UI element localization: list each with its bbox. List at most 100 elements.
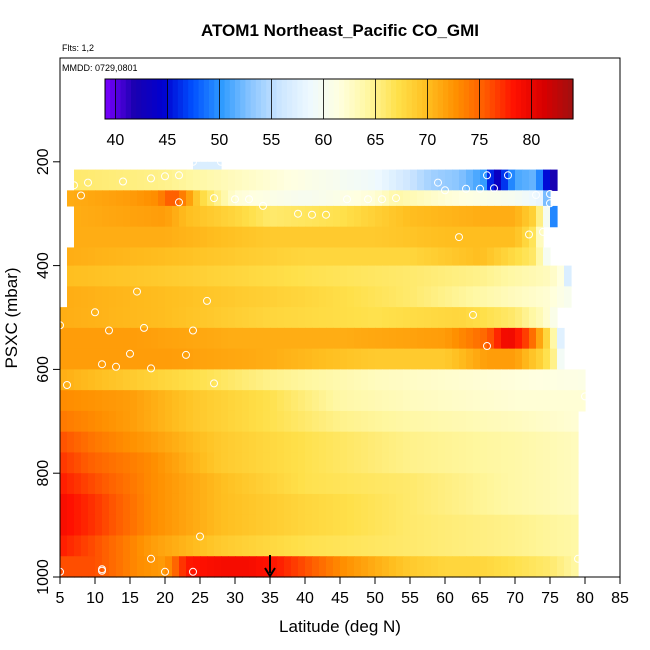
heatmap-cell: [249, 556, 257, 578]
heatmap-cell: [438, 556, 446, 578]
heatmap-cell: [529, 556, 537, 578]
heatmap-cell: [501, 535, 509, 557]
heatmap-cell: [438, 473, 446, 495]
heatmap-cell: [557, 452, 565, 474]
heatmap-cell: [312, 390, 320, 412]
heatmap-cell: [326, 535, 334, 557]
heatmap-cell: [207, 348, 215, 370]
heatmap-cell: [186, 369, 194, 391]
heatmap-cell: [116, 514, 124, 537]
heatmap-cell: [347, 307, 355, 329]
heatmap-cell: [326, 556, 334, 578]
heatmap-cell: [487, 514, 495, 537]
heatmap-cell: [466, 307, 474, 329]
heatmap-cell: [235, 226, 243, 249]
heatmap-cell: [522, 169, 530, 191]
heatmap-cell: [277, 190, 285, 207]
heatmap-cell: [459, 410, 467, 433]
heatmap-cell: [228, 307, 236, 329]
heatmap-cell: [123, 190, 131, 207]
heatmap-cell: [186, 247, 194, 267]
heatmap-cell: [382, 327, 390, 350]
colorbar-tick-label: 55: [263, 132, 281, 149]
heatmap-cell: [207, 226, 215, 249]
heatmap-cell: [102, 327, 110, 350]
heatmap-cell: [438, 265, 446, 287]
heatmap-cell: [312, 247, 320, 267]
heatmap-cell: [207, 452, 215, 474]
heatmap-cell: [123, 307, 131, 329]
heatmap-cell: [522, 226, 530, 249]
y-tick-label: 200: [35, 148, 52, 175]
y-tick-label: 1000: [35, 559, 52, 595]
heatmap-cell: [172, 226, 180, 249]
heatmap-cell: [228, 535, 236, 557]
heatmap-cell: [347, 556, 355, 578]
heatmap-cell: [375, 535, 383, 557]
heatmap-cell: [375, 226, 383, 249]
sample-markers: [56, 157, 589, 578]
heatmap-cell: [522, 348, 530, 370]
heatmap-cell: [228, 431, 236, 454]
heatmap-cell: [67, 307, 75, 329]
heatmap-cell: [389, 410, 397, 433]
heatmap-cell: [529, 169, 537, 191]
heatmap-cell: [102, 348, 110, 370]
heatmap-cell: [193, 190, 201, 207]
heatmap-cell: [81, 348, 89, 370]
heatmap-cell: [60, 473, 68, 495]
colorbar-segment: [141, 79, 148, 119]
heatmap-cell: [263, 226, 271, 249]
heatmap-cell: [193, 514, 201, 537]
heatmap-cell: [445, 431, 453, 454]
heatmap-cell: [67, 452, 75, 474]
heatmap-cell: [249, 307, 257, 329]
heatmap-cell: [536, 169, 544, 191]
heatmap-cell: [95, 535, 103, 557]
heatmap-cell: [536, 348, 544, 370]
heatmap-cell: [207, 169, 215, 191]
heatmap-cell: [326, 410, 334, 433]
heatmap-cell: [557, 327, 565, 350]
heatmap-cell: [151, 390, 159, 412]
heatmap-cell: [410, 493, 418, 516]
heatmap-cell: [151, 169, 159, 191]
heatmap-cell: [501, 205, 509, 228]
heatmap-cell: [263, 190, 271, 207]
heatmap-cell: [354, 327, 362, 350]
heatmap-cell: [375, 348, 383, 370]
heatmap-cell: [494, 452, 502, 474]
heatmap-cell: [340, 286, 348, 308]
heatmap-cell: [480, 431, 488, 454]
heatmap-cell: [501, 556, 509, 578]
heatmap-cell: [284, 390, 292, 412]
heatmap-cell: [536, 452, 544, 474]
heatmap-cell: [123, 556, 131, 578]
heatmap-cell: [501, 286, 509, 308]
heatmap-cell: [214, 452, 222, 474]
sample-marker: [217, 157, 225, 166]
heatmap-cell: [207, 205, 215, 228]
heatmap-cell: [158, 390, 166, 412]
heatmap-cell: [508, 265, 516, 287]
heatmap-cell: [480, 514, 488, 537]
heatmap-cell: [480, 348, 488, 370]
heatmap-cell: [326, 286, 334, 308]
heatmap-cell: [501, 514, 509, 537]
colorbar-segment: [380, 79, 387, 119]
colorbar-tick-label: 80: [523, 132, 541, 149]
heatmap-cell: [522, 410, 530, 433]
sample-marker: [112, 362, 120, 371]
heatmap-cell: [130, 190, 138, 207]
heatmap-cell: [221, 348, 229, 370]
heatmap-cell: [466, 390, 474, 412]
heatmap-cell: [81, 493, 89, 516]
heatmap-cell: [340, 247, 348, 267]
heatmap-cell: [389, 205, 397, 228]
heatmap-cell: [88, 286, 96, 308]
x-tick-label: 25: [191, 590, 209, 607]
colorbar-tick-label: 65: [367, 132, 385, 149]
heatmap-cell: [515, 265, 523, 287]
heatmap-cell: [550, 265, 558, 287]
heatmap-cell: [494, 369, 502, 391]
